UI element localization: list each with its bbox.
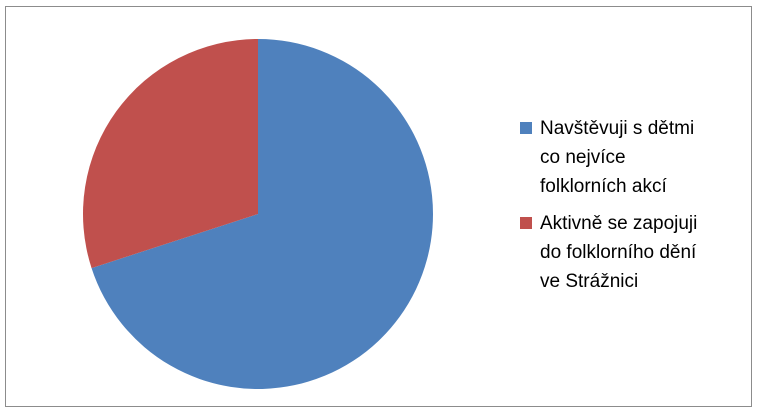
legend-label-visit-line3: folklorních akcí <box>540 176 667 197</box>
legend-label-visit-line1: Navštěvuji s dětmi <box>540 118 695 139</box>
legend-item-visit: Navštěvuji s dětmi co nejvíce folklorníc… <box>520 114 752 201</box>
legend-label-active-line1: Aktivně se zapojuji <box>540 213 698 234</box>
legend-swatch-visit <box>520 122 532 134</box>
pie-slice-active <box>82 39 258 269</box>
legend-label-active-line3: ve Strážnici <box>540 271 639 292</box>
legend-label-active-line2: do folklorního dění <box>540 242 697 263</box>
legend-label-visit-line2: co nejvíce <box>540 147 626 168</box>
legend: Navštěvuji s dětmi co nejvíce folklorníc… <box>520 114 752 304</box>
legend-swatch-active <box>520 217 532 229</box>
legend-item-active: Aktivně se zapojuji do folklorního dění … <box>520 209 752 296</box>
pie-slice-visit <box>91 39 433 390</box>
